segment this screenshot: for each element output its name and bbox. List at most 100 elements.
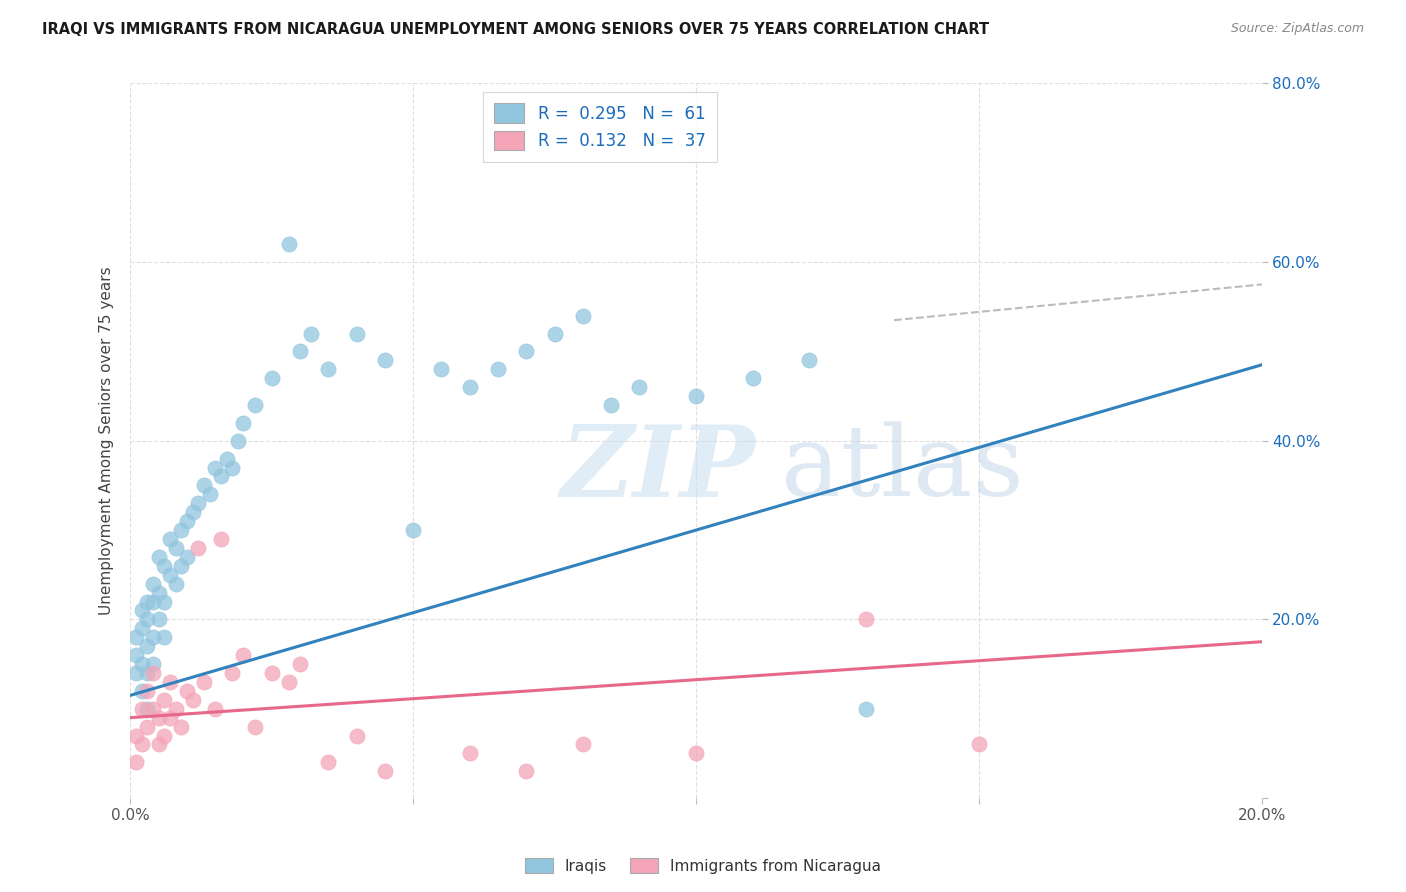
Point (131, 603, 153, 617)
Point (176, 684, 198, 698)
Point (277, 237, 299, 252)
Point (148, 612, 170, 626)
Point (181, 505, 204, 519)
Point (628, 380, 651, 394)
Text: ZIP: ZIP (560, 421, 755, 517)
Point (430, 362, 453, 376)
Point (515, 764, 537, 779)
Legend: Iraqis, Immigrants from Nicaragua: Iraqis, Immigrants from Nicaragua (519, 852, 887, 880)
Point (799, 353, 821, 368)
Point (170, 558, 193, 573)
Point (159, 675, 181, 690)
Point (318, 756, 340, 770)
Text: IRAQI VS IMMIGRANTS FROM NICARAGUA UNEMPLOYMENT AMONG SENIORS OVER 75 YEARS CORR: IRAQI VS IMMIGRANTS FROM NICARAGUA UNEMP… (42, 22, 990, 37)
Point (176, 514, 198, 528)
Point (967, 738, 990, 752)
Point (131, 702, 153, 716)
Point (221, 460, 243, 475)
Point (142, 630, 165, 644)
Point (187, 541, 209, 555)
Point (176, 549, 198, 564)
Point (136, 639, 159, 653)
Point (346, 326, 368, 341)
Point (855, 612, 877, 626)
Point (486, 362, 509, 376)
Point (277, 675, 299, 690)
Point (685, 747, 707, 761)
Point (260, 665, 283, 680)
Point (232, 648, 254, 662)
Point (260, 371, 283, 385)
Point (159, 567, 181, 582)
Point (136, 594, 159, 608)
Point (131, 657, 153, 671)
Legend: R =  0.295   N =  61, R =  0.132   N =  37: R = 0.295 N = 61, R = 0.132 N = 37 (482, 92, 717, 162)
Point (148, 738, 170, 752)
Point (855, 702, 877, 716)
Point (458, 380, 481, 394)
Point (131, 684, 153, 698)
Point (193, 478, 215, 492)
Point (198, 487, 221, 501)
Point (215, 451, 238, 466)
Point (136, 702, 159, 716)
Point (209, 532, 232, 546)
Point (125, 648, 148, 662)
Point (136, 665, 159, 680)
Point (288, 344, 311, 359)
Text: Source: ZipAtlas.com: Source: ZipAtlas.com (1230, 22, 1364, 36)
Point (165, 541, 187, 555)
Point (204, 702, 226, 716)
Point (153, 558, 176, 573)
Point (131, 621, 153, 635)
Point (159, 532, 181, 546)
Point (125, 665, 148, 680)
Point (346, 729, 368, 743)
Point (209, 469, 232, 483)
Point (374, 353, 396, 368)
Point (136, 612, 159, 626)
Point (204, 460, 226, 475)
Point (170, 523, 193, 537)
Text: atlas: atlas (780, 421, 1024, 517)
Point (142, 702, 165, 716)
Point (572, 309, 595, 323)
Point (125, 756, 148, 770)
Point (170, 720, 193, 734)
Point (187, 496, 209, 510)
Point (685, 389, 707, 403)
Point (131, 738, 153, 752)
Point (402, 523, 425, 537)
Point (142, 576, 165, 591)
Point (515, 344, 537, 359)
Point (148, 585, 170, 599)
Point (318, 362, 340, 376)
Point (374, 764, 396, 779)
Point (153, 693, 176, 707)
Point (543, 326, 565, 341)
Point (458, 747, 481, 761)
Point (288, 657, 311, 671)
Point (600, 398, 623, 412)
Point (232, 416, 254, 430)
Point (142, 657, 165, 671)
Point (221, 665, 243, 680)
Point (181, 693, 204, 707)
Point (153, 630, 176, 644)
Point (153, 729, 176, 743)
Point (243, 720, 266, 734)
Point (572, 738, 595, 752)
Point (165, 702, 187, 716)
Point (136, 720, 159, 734)
Point (148, 549, 170, 564)
Point (165, 576, 187, 591)
Point (148, 711, 170, 725)
Point (125, 729, 148, 743)
Point (142, 594, 165, 608)
Point (193, 675, 215, 690)
Point (159, 711, 181, 725)
Point (125, 630, 148, 644)
Y-axis label: Unemployment Among Seniors over 75 years: Unemployment Among Seniors over 75 years (100, 267, 114, 615)
Point (142, 665, 165, 680)
Point (226, 434, 249, 448)
